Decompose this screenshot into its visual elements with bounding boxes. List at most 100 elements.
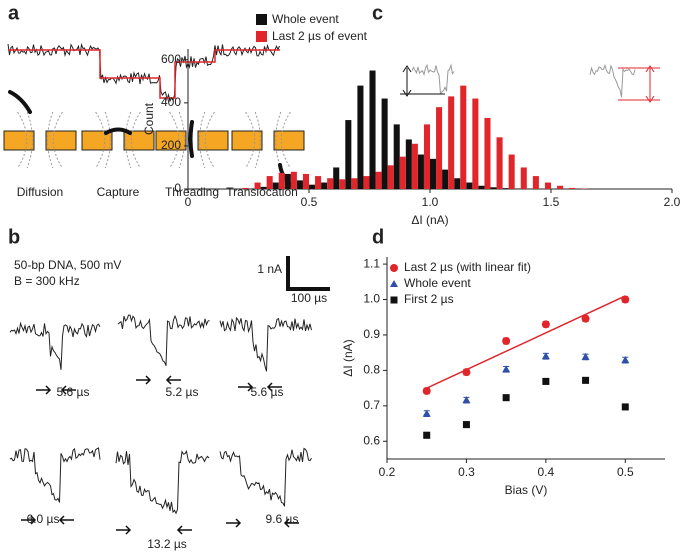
- marker: [541, 352, 550, 360]
- legend-label: Last 2 µs (with linear fit): [404, 260, 531, 274]
- marker: [502, 336, 511, 345]
- stage-label: Threading: [165, 185, 219, 199]
- bar: [417, 154, 424, 189]
- duration-label: 6.0 µs: [27, 512, 60, 526]
- bar: [430, 158, 437, 189]
- y-tick-label: 1.0: [363, 292, 380, 306]
- membrane: [273, 130, 305, 151]
- y-tick-label: 200: [161, 138, 181, 152]
- x-tick-label: 0: [185, 195, 192, 209]
- field-line: [52, 111, 63, 169]
- field-line: [204, 111, 215, 169]
- x-tick-label: 0.5: [301, 195, 318, 209]
- condition: 50-bp DNA, 500 mV: [14, 258, 121, 272]
- panel-label: d: [372, 226, 384, 248]
- bar: [309, 184, 316, 189]
- stage-label: Diffusion: [17, 185, 63, 199]
- y-tick-label: 0: [174, 181, 181, 195]
- panel-label: b: [8, 226, 20, 248]
- bar: [387, 165, 394, 189]
- legend-label: Last 2 µs of event: [272, 29, 368, 43]
- bar: [466, 182, 473, 189]
- bar: [460, 85, 467, 189]
- duration-label: 5.6 µs: [57, 385, 90, 399]
- x-tick-label: 0.3: [458, 465, 475, 479]
- marker: [581, 352, 590, 360]
- bar: [508, 154, 515, 189]
- marker: [502, 394, 510, 402]
- field-line: [199, 111, 206, 169]
- arrow: [618, 65, 660, 103]
- duration-label: 13.2 µs: [147, 537, 187, 551]
- membrane: [231, 130, 263, 151]
- marker: [390, 296, 398, 304]
- bar: [369, 70, 376, 189]
- x-axis-label: Bias (V): [505, 483, 548, 497]
- legend-swatch: [256, 31, 267, 42]
- bar: [423, 124, 430, 189]
- x-tick-label: 1.5: [543, 195, 560, 209]
- marker: [621, 295, 630, 304]
- dna: [8, 90, 32, 114]
- dna: [188, 120, 194, 158]
- field-line: [245, 111, 256, 169]
- field-line: [169, 111, 180, 169]
- x-tick-label: 0.4: [538, 465, 555, 479]
- bar: [357, 85, 364, 189]
- bar: [345, 120, 352, 189]
- membrane: [3, 130, 35, 151]
- field-line: [178, 111, 185, 169]
- field-line: [280, 111, 291, 169]
- bar: [484, 117, 491, 189]
- bar: [351, 178, 358, 189]
- bar: [544, 182, 551, 189]
- bar: [405, 139, 412, 189]
- y-tick-label: 0.6: [363, 433, 380, 447]
- arrow: [21, 515, 74, 525]
- bar: [272, 182, 279, 189]
- bar: [315, 176, 322, 189]
- trace: [219, 447, 312, 507]
- bar: [339, 179, 346, 189]
- legend-swatch: [256, 14, 267, 25]
- legend-label: Whole event: [404, 276, 471, 290]
- membrane: [197, 130, 229, 151]
- bar: [363, 176, 370, 189]
- arrow: [400, 65, 445, 97]
- bar: [260, 186, 267, 189]
- trace: [9, 321, 101, 370]
- bar: [472, 98, 479, 189]
- dna: [104, 127, 132, 135]
- bar: [569, 187, 576, 189]
- field-line: [26, 111, 33, 169]
- bar: [557, 185, 564, 189]
- marker: [621, 356, 630, 364]
- bar: [296, 180, 303, 189]
- x-tick-label: 1.0: [422, 195, 439, 209]
- trace: [115, 449, 210, 515]
- arrow: [238, 382, 282, 392]
- trace: [9, 447, 101, 503]
- marker: [621, 403, 629, 411]
- field-line: [17, 111, 28, 169]
- bar: [375, 171, 382, 189]
- y-tick-label: 600: [161, 52, 181, 66]
- arrow: [136, 375, 181, 385]
- duration-label: 9.6 µs: [266, 512, 299, 526]
- bandwidth: B = 300 kHz: [14, 274, 80, 288]
- bar: [490, 187, 497, 189]
- panel-label: c: [372, 2, 383, 24]
- marker: [462, 368, 471, 377]
- field-line: [104, 111, 111, 169]
- bar: [436, 107, 443, 189]
- bar: [284, 173, 291, 189]
- field-line: [47, 111, 54, 169]
- trace: [7, 42, 280, 103]
- panel-label: a: [8, 2, 20, 24]
- x-tick-label: 2.0: [664, 195, 681, 209]
- marker: [502, 365, 511, 373]
- trace: [411, 63, 455, 95]
- trace: [219, 316, 312, 372]
- marker: [390, 280, 398, 287]
